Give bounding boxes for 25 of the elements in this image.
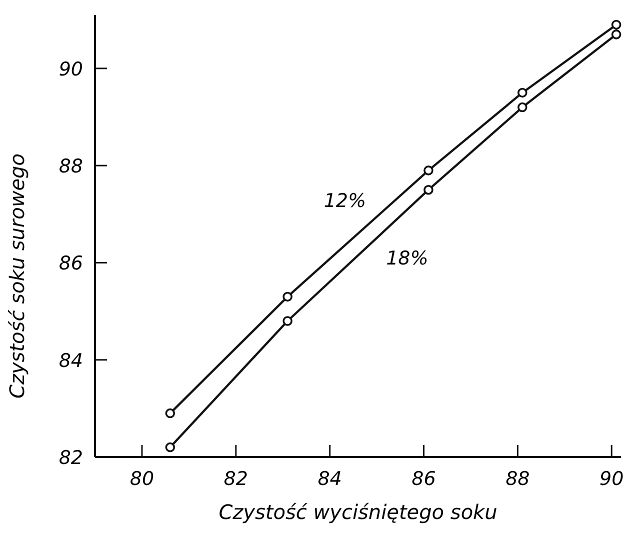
series-label: 12%: [324, 190, 366, 212]
point: [424, 166, 434, 176]
point: [517, 88, 528, 98]
y-axis-title: Czystość soku surowego: [5, 154, 29, 398]
x-tick-label: 90: [600, 468, 624, 490]
y-tick-label: 88: [58, 156, 83, 178]
point: [165, 442, 176, 452]
y-tick-label: 82: [58, 447, 83, 469]
x-tick-label: 82: [224, 468, 248, 490]
point: [282, 316, 292, 326]
x-axis-title: Czystość wyciśniętego soku: [218, 500, 498, 524]
x-tick-label: 84: [318, 468, 342, 490]
point: [611, 30, 622, 40]
point: [282, 292, 292, 302]
point: [165, 408, 176, 418]
x-tick-label: 86: [412, 468, 436, 490]
x-tick-label: 80: [130, 468, 154, 490]
y-tick-label: 84: [58, 350, 83, 372]
point: [611, 20, 622, 30]
y-tick-label: 86: [58, 252, 83, 275]
point: [424, 184, 434, 195]
x-tick-label: 88: [506, 468, 530, 490]
series-label: 18%: [386, 247, 428, 270]
point: [517, 102, 528, 112]
y-tick-label: 90: [58, 58, 83, 80]
